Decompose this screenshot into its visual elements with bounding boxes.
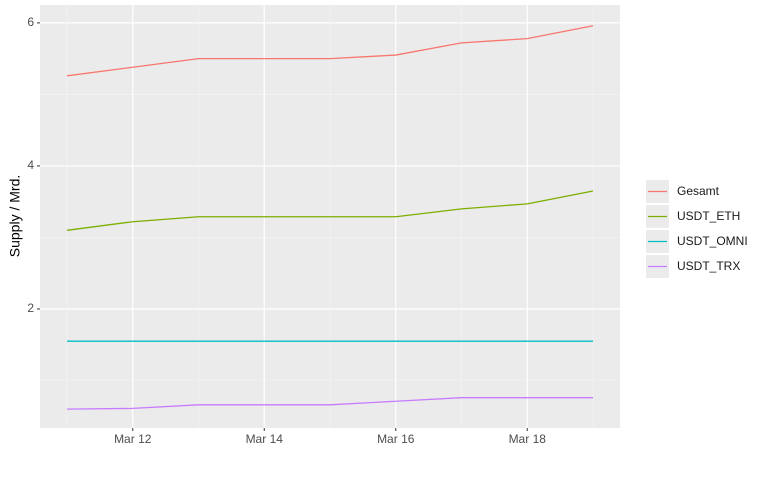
legend-label: USDT_TRX xyxy=(677,259,740,273)
legend-label: USDT_OMNI xyxy=(677,234,748,248)
x-tick-label: Mar 18 xyxy=(509,432,547,446)
x-tick-label: Mar 14 xyxy=(246,432,284,446)
y-tick-label: 2 xyxy=(27,301,34,315)
legend-label: Gesamt xyxy=(677,184,720,198)
data-line xyxy=(66,190,594,231)
data-line xyxy=(66,397,593,410)
data-line xyxy=(66,25,594,77)
legend-label: USDT_ETH xyxy=(677,209,740,223)
y-tick-label: 4 xyxy=(27,158,34,172)
y-axis-label: Supply / Mrd. xyxy=(7,175,23,257)
y-tick-label: 6 xyxy=(27,15,34,29)
x-tick-label: Mar 16 xyxy=(377,432,415,446)
x-tick-label: Mar 12 xyxy=(114,432,152,446)
